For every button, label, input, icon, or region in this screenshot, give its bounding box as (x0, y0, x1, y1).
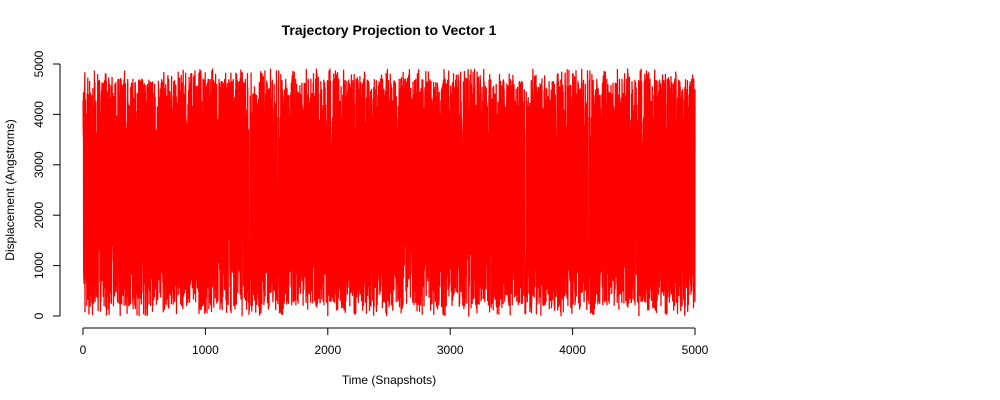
y-axis: 0 1000 2000 3000 4000 5000 (32, 50, 61, 319)
x-tick-label: 0 (80, 343, 87, 357)
series-line (82, 68, 696, 317)
chart-title: Trajectory Projection to Vector 1 (282, 22, 497, 38)
x-tick-label: 2000 (314, 343, 341, 357)
x-tick-label: 3000 (437, 343, 464, 357)
x-tick-label: 1000 (192, 343, 219, 357)
y-tick-label: 5000 (32, 50, 46, 77)
y-tick-label: 4000 (32, 101, 46, 128)
y-tick-label: 2000 (32, 202, 46, 229)
y-tick-label: 0 (32, 312, 46, 319)
x-tick-label: 4000 (559, 343, 586, 357)
x-axis-title: Time (Snapshots) (342, 373, 436, 387)
series-group (82, 68, 696, 317)
y-axis-title: Displacement (Angstroms) (3, 119, 17, 260)
y-tick-label: 1000 (32, 252, 46, 279)
x-tick-label: 5000 (682, 343, 709, 357)
y-tick-label: 3000 (32, 151, 46, 178)
x-axis: 0 1000 2000 3000 4000 5000 (80, 327, 709, 357)
